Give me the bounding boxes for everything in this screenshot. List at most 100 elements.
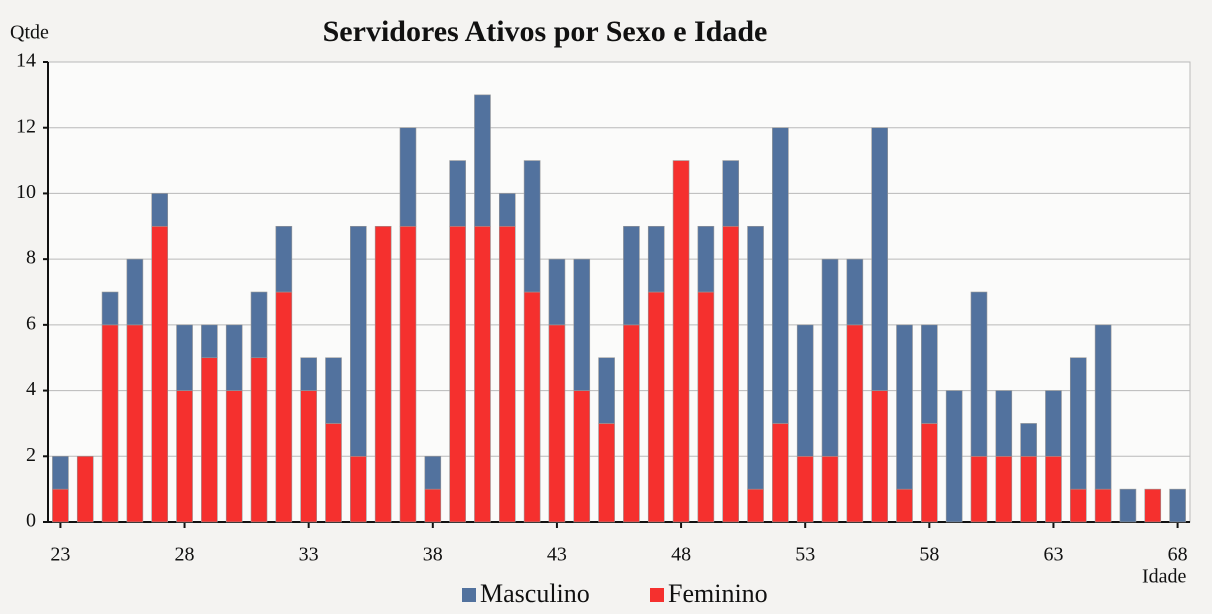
bar-segment xyxy=(126,324,144,523)
bar-segment xyxy=(101,324,119,523)
bar-segment xyxy=(846,324,864,523)
bar-segment xyxy=(176,390,193,523)
bar-segment xyxy=(995,390,1013,457)
bar-segment xyxy=(449,160,466,227)
y-tick-label: 0 xyxy=(26,510,36,532)
bar-segment xyxy=(573,390,591,523)
bar-segment xyxy=(896,488,913,523)
bar-segment xyxy=(52,455,69,490)
bar-segment xyxy=(1094,488,1112,523)
bar-segment xyxy=(672,160,690,523)
bar-segment xyxy=(945,390,963,523)
x-tick-label: 33 xyxy=(299,544,319,566)
legend-swatch xyxy=(650,588,664,602)
bar-segment xyxy=(1045,390,1062,457)
bar-segment xyxy=(921,423,938,523)
bar-segment xyxy=(871,390,888,523)
bar-segment xyxy=(1144,488,1162,523)
bar-segment xyxy=(772,423,789,523)
bar-segment xyxy=(250,291,268,359)
bar-segment xyxy=(548,258,566,326)
bar-segment xyxy=(1020,423,1037,457)
bar-segment xyxy=(225,324,243,391)
bar-segment xyxy=(225,390,243,523)
legend-label: Feminino xyxy=(668,579,768,608)
bar-segment xyxy=(325,423,342,523)
bar-segment xyxy=(921,324,938,424)
bar-segment xyxy=(523,160,541,293)
plot-area xyxy=(47,61,1191,523)
y-tick-label: 2 xyxy=(26,444,36,466)
bar-segment xyxy=(1169,488,1186,523)
bar-segment xyxy=(201,357,218,523)
bar-segment xyxy=(647,291,665,523)
bar-segment xyxy=(474,94,491,227)
bar-segment xyxy=(821,455,839,523)
bar-segment xyxy=(1069,488,1087,523)
bar-segment xyxy=(151,193,169,227)
bar-segment xyxy=(176,324,193,391)
y-tick-label: 10 xyxy=(16,181,36,203)
bar-segment xyxy=(523,291,541,523)
legend-label: Masculino xyxy=(480,579,590,608)
bar-segment xyxy=(896,324,913,490)
bar-segment xyxy=(722,225,740,523)
bar-segment xyxy=(350,225,367,457)
bar-segment xyxy=(697,291,715,523)
bar-segment xyxy=(573,258,591,391)
bar-segment xyxy=(647,225,665,293)
bar-segment xyxy=(76,455,94,523)
bar-segment xyxy=(275,225,293,293)
chart-title: Servidores Ativos por Sexo e Idade xyxy=(323,15,768,48)
y-tick-label: 12 xyxy=(16,115,36,137)
bar-segment xyxy=(250,357,268,523)
bar-segment xyxy=(970,455,988,523)
bar-segment xyxy=(498,193,516,227)
bar-segment xyxy=(747,488,764,523)
bar-segment xyxy=(325,357,342,424)
bar-segment xyxy=(1045,455,1062,523)
bar-segment xyxy=(126,258,144,326)
bar-segment xyxy=(424,488,442,523)
bar-segment xyxy=(970,291,988,457)
bar-segment xyxy=(747,225,764,490)
bar-segment xyxy=(598,423,615,523)
x-tick-label: 58 xyxy=(919,544,939,566)
bar-segment xyxy=(1119,488,1137,523)
bar-segment xyxy=(275,291,293,523)
x-tick-label: 48 xyxy=(671,544,691,566)
y-axis-label: Qtde xyxy=(10,22,49,44)
bar-segment xyxy=(399,225,417,523)
bar-segment xyxy=(474,225,491,523)
y-tick-label: 14 xyxy=(16,50,36,72)
bar-segment xyxy=(796,455,814,523)
bar-segment xyxy=(871,127,888,391)
bar-segment xyxy=(449,225,466,523)
x-tick-label: 23 xyxy=(50,544,70,566)
x-tick-label: 43 xyxy=(547,544,567,566)
bar-segment xyxy=(623,324,640,523)
x-tick-label: 38 xyxy=(423,544,443,566)
y-tick-label: 4 xyxy=(26,378,36,400)
bar-segment xyxy=(101,291,119,326)
x-tick-label: 68 xyxy=(1168,544,1188,566)
bar-segment xyxy=(498,225,516,523)
bar-segment xyxy=(374,225,392,523)
y-tick-label: 6 xyxy=(26,312,36,334)
bar-segment xyxy=(995,455,1013,523)
bar-segment xyxy=(796,324,814,457)
bar-segment xyxy=(598,357,615,424)
bar-segment xyxy=(350,455,367,523)
legend-swatch xyxy=(462,588,476,602)
bar-segment xyxy=(300,357,317,391)
x-tick-label: 28 xyxy=(175,544,195,566)
bar-segment xyxy=(1020,455,1037,523)
bar-segment xyxy=(623,225,640,326)
bar-segment xyxy=(846,258,864,326)
bar-segment xyxy=(300,390,317,523)
bar-segment xyxy=(821,258,839,457)
bar-segment xyxy=(548,324,566,523)
bar-segment xyxy=(201,324,218,359)
bar-segment xyxy=(424,455,442,490)
